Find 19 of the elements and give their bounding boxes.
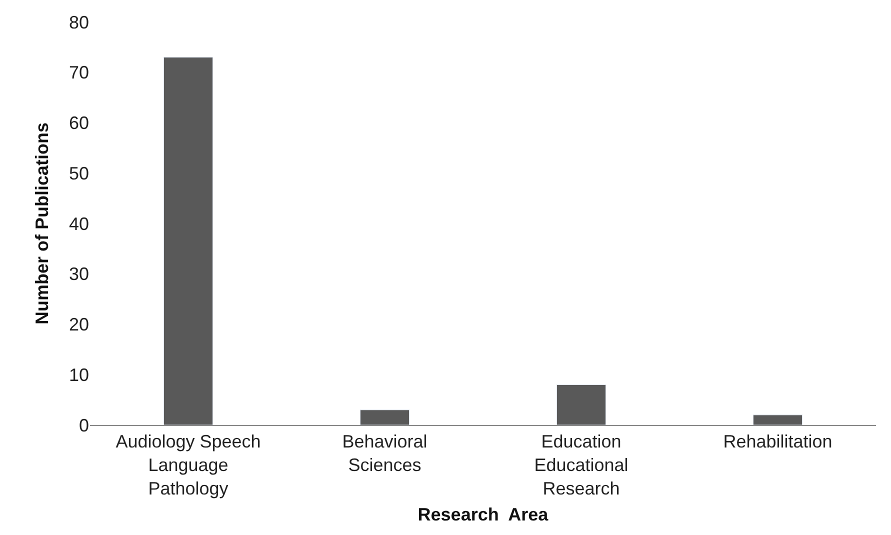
bar bbox=[360, 410, 410, 425]
y-tick-label: 80 bbox=[68, 12, 89, 32]
bar bbox=[163, 57, 214, 425]
y-tick-label: 20 bbox=[68, 314, 89, 335]
bar bbox=[752, 414, 803, 425]
x-tick-label: Rehabilitation bbox=[723, 432, 832, 452]
y-tick-label: 50 bbox=[68, 163, 89, 184]
x-tick-label: Education Educational Research bbox=[534, 432, 628, 498]
y-axis-title: Number of Publications bbox=[32, 122, 52, 325]
bar bbox=[556, 384, 606, 425]
y-tick-label: 40 bbox=[68, 214, 89, 234]
y-tick-label: 70 bbox=[68, 62, 89, 83]
x-tick-label: Audiology Speech Language Pathology bbox=[116, 432, 261, 498]
y-tick-label: 10 bbox=[68, 364, 89, 385]
y-tick-label: 60 bbox=[68, 113, 89, 134]
x-tick-label: Behavioral Sciences bbox=[342, 432, 428, 475]
y-tick-label: 0 bbox=[78, 415, 89, 436]
x-axis-title: Research Area bbox=[418, 504, 550, 524]
y-tick-label: 30 bbox=[68, 264, 89, 284]
